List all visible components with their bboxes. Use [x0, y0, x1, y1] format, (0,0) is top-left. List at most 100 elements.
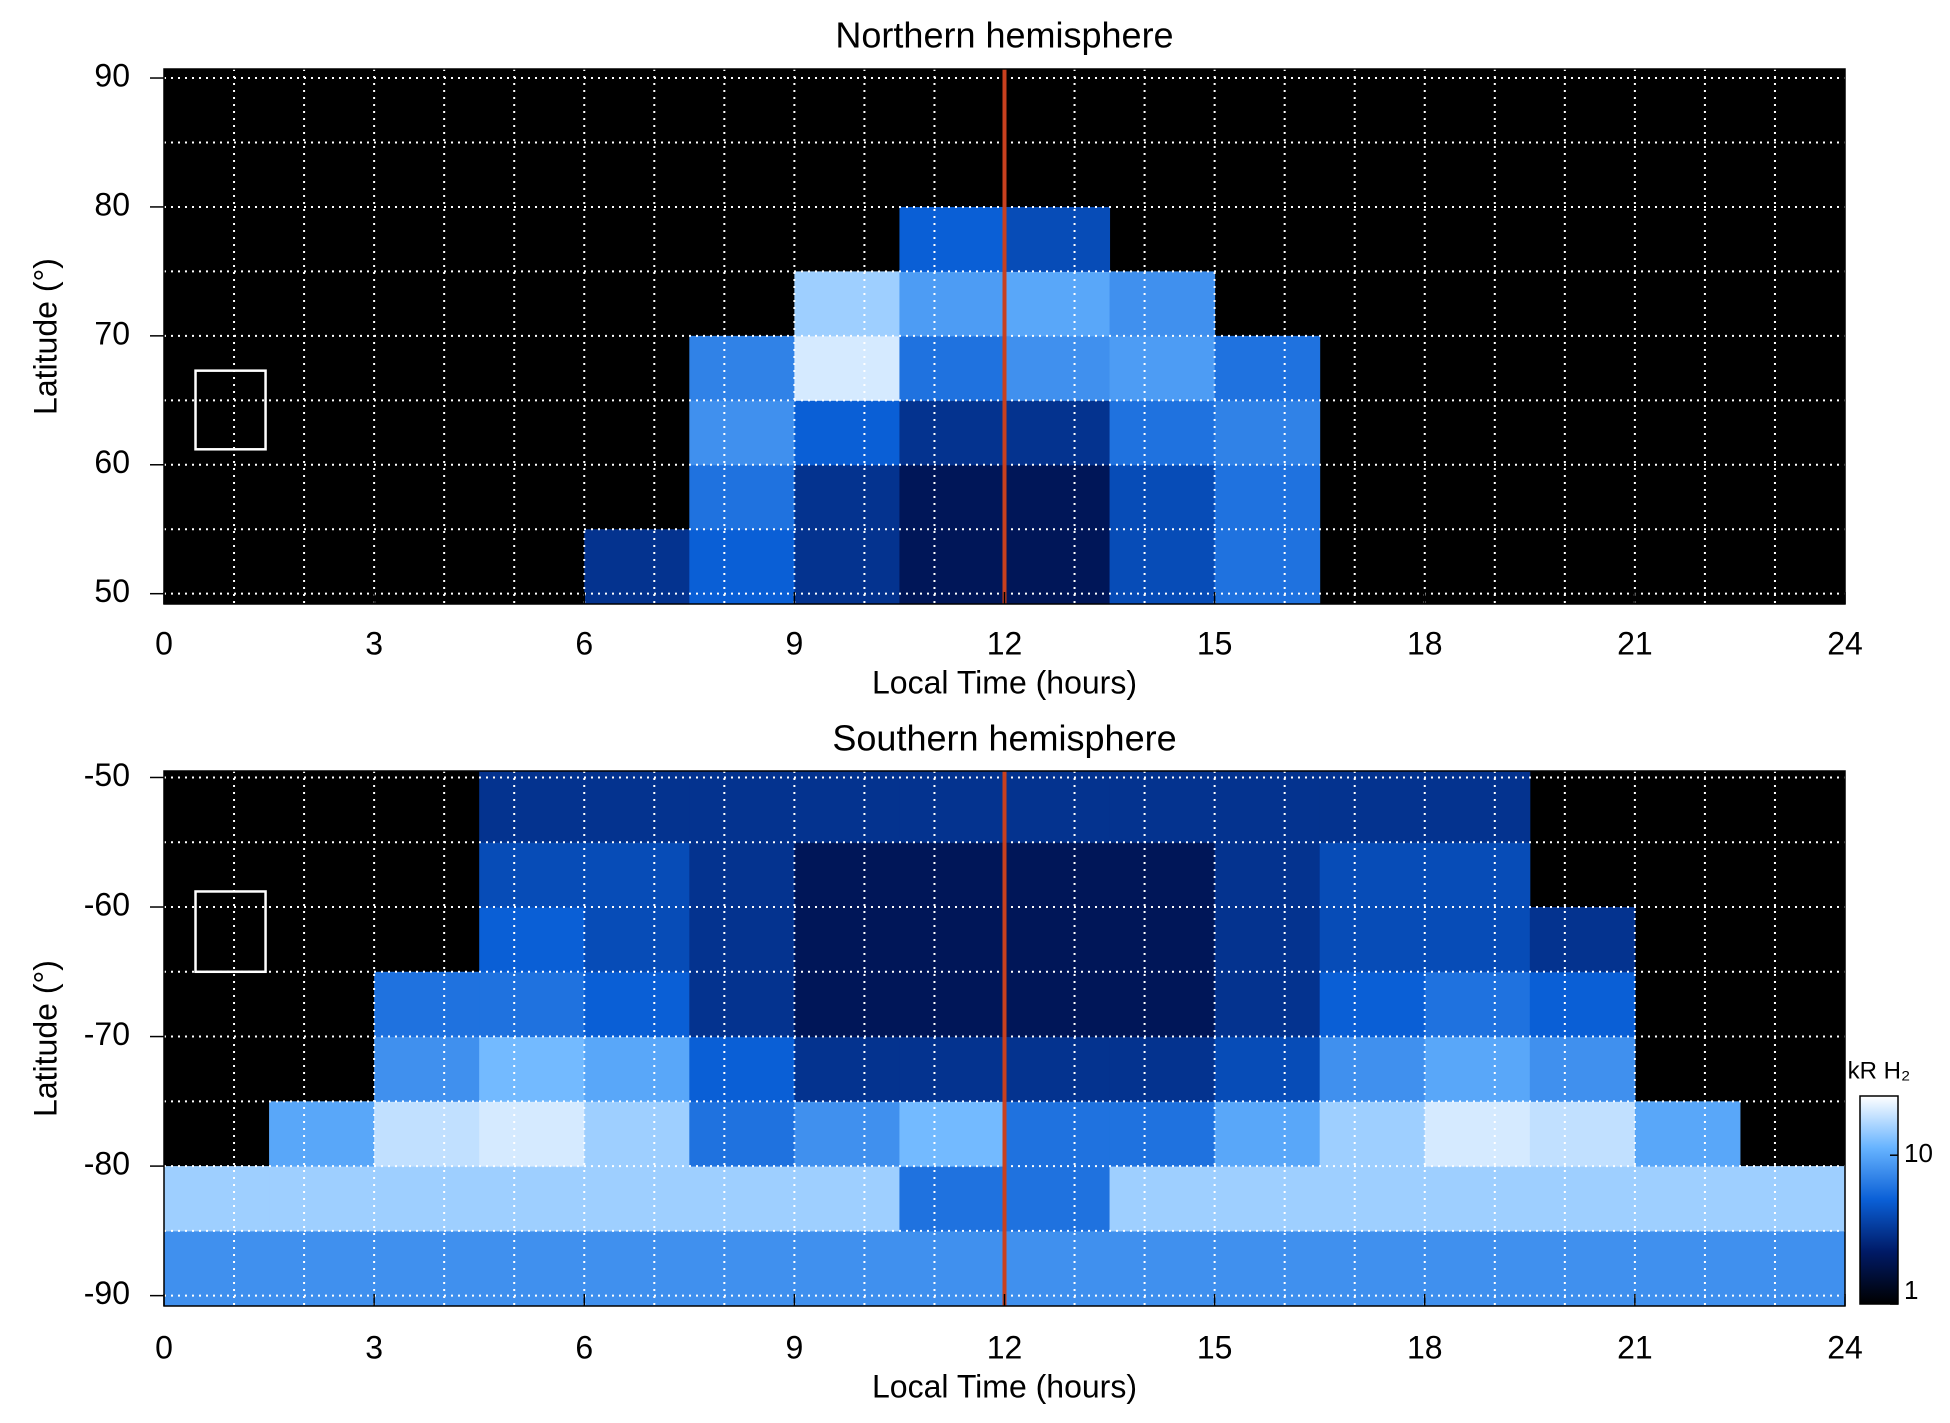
heat-cell	[374, 1036, 480, 1102]
heat-cell	[1214, 464, 1321, 530]
heat-cell	[479, 1036, 585, 1102]
heat-cell	[794, 335, 900, 401]
x-tick-label: 3	[365, 1329, 383, 1365]
y-axis-label: Latitude (°)	[27, 960, 63, 1117]
heat-cell	[1004, 1101, 1111, 1167]
box-marker	[194, 369, 267, 451]
chart-title: Southern hemisphere	[832, 718, 1176, 759]
heat-cell	[1109, 1230, 1216, 1307]
heat-cell	[584, 771, 690, 843]
heat-cell	[689, 842, 795, 908]
heat-cell	[1319, 1101, 1426, 1167]
heat-cell	[689, 907, 795, 973]
x-tick-label: 6	[575, 1329, 593, 1365]
heat-cell	[1739, 1166, 1846, 1232]
y-tick-label: 70	[94, 315, 130, 351]
heat-cell	[794, 271, 900, 337]
heat-cell	[1319, 1230, 1426, 1307]
heat-cell	[1004, 1230, 1111, 1307]
heat-cell	[584, 1166, 690, 1232]
heat-cell	[1109, 271, 1216, 337]
y-tick-label: 60	[94, 444, 130, 480]
y-tick-label: 80	[94, 186, 130, 222]
heat-cell	[1214, 907, 1321, 973]
heat-cell	[584, 1230, 690, 1307]
heat-cell	[899, 771, 1005, 843]
x-tick-label: 12	[987, 625, 1023, 661]
x-tick-label: 15	[1197, 1329, 1233, 1365]
heat-cell	[1004, 271, 1111, 337]
heat-cell	[794, 907, 900, 973]
heat-cell	[689, 464, 795, 530]
colorbar-tick-label: 1	[1904, 1275, 1918, 1305]
heat-cell	[374, 1230, 480, 1307]
heat-cell	[1004, 1036, 1111, 1102]
heat-cell	[269, 1101, 375, 1167]
heat-cell	[689, 1166, 795, 1232]
y-tick-label: -90	[84, 1275, 130, 1311]
heat-cell	[1004, 400, 1111, 466]
heat-cell	[1529, 971, 1636, 1038]
heat-cell	[1109, 1166, 1216, 1232]
heat-cell	[899, 206, 1005, 272]
heat-cell	[1634, 1101, 1741, 1167]
heat-cell	[899, 907, 1005, 973]
heat-cell	[794, 842, 900, 908]
chart-title: Northern hemisphere	[835, 15, 1173, 56]
heat-cell	[584, 907, 690, 973]
heat-cell	[899, 529, 1005, 605]
heat-cell	[689, 1101, 795, 1167]
heat-cell	[479, 842, 585, 908]
heat-cell	[1529, 1230, 1636, 1307]
heat-cell	[1109, 529, 1216, 605]
heat-cell	[1424, 842, 1531, 908]
x-tick-label: 0	[155, 1329, 173, 1365]
heat-cell	[1214, 1166, 1321, 1232]
x-tick-label: 15	[1197, 625, 1233, 661]
x-tick-label: 3	[365, 625, 383, 661]
heat-cell	[1529, 1166, 1636, 1232]
y-tick-label: -50	[84, 757, 130, 793]
heat-cell	[1214, 842, 1321, 908]
x-tick-label: 21	[1617, 1329, 1653, 1365]
heat-cell	[1109, 1101, 1216, 1167]
heat-cell	[1214, 1101, 1321, 1167]
heat-cell	[374, 1166, 480, 1232]
heat-cell	[1004, 907, 1111, 973]
x-tick-label: 18	[1407, 1329, 1443, 1365]
heat-cell	[689, 1230, 795, 1307]
heat-cell	[1424, 1166, 1531, 1232]
heat-cell	[1319, 842, 1426, 908]
heat-cell	[1214, 1230, 1321, 1307]
heat-cell	[1214, 529, 1321, 605]
heat-cell	[1319, 907, 1426, 973]
heat-cell	[794, 1166, 900, 1232]
heat-cell	[1634, 1230, 1741, 1307]
heat-cell	[1319, 971, 1426, 1038]
heat-cell	[1634, 1166, 1741, 1232]
heat-cell	[1319, 1166, 1426, 1232]
heat-cell	[899, 335, 1005, 401]
heat-cell	[794, 1101, 900, 1167]
heat-cell	[1214, 1036, 1321, 1102]
heat-cell	[584, 1101, 690, 1167]
heat-cell	[689, 1036, 795, 1102]
heat-cell	[1529, 1101, 1636, 1167]
heat-cell	[899, 971, 1005, 1038]
x-tick-label: 9	[785, 625, 803, 661]
heat-cell	[899, 400, 1005, 466]
heat-cell	[899, 1101, 1005, 1167]
heat-cell	[1004, 842, 1111, 908]
x-tick-label: 6	[575, 625, 593, 661]
y-tick-label: -70	[84, 1016, 130, 1052]
heat-cell	[479, 1230, 585, 1307]
heat-cell	[1004, 335, 1111, 401]
heat-cell	[794, 400, 900, 466]
heat-cell	[269, 1230, 375, 1307]
heat-cell	[1004, 464, 1111, 530]
heat-cell	[899, 1166, 1005, 1232]
y-tick-label: -60	[84, 886, 130, 922]
heat-cell	[374, 1101, 480, 1167]
heat-cell	[794, 529, 900, 605]
heat-cell	[1004, 206, 1111, 272]
